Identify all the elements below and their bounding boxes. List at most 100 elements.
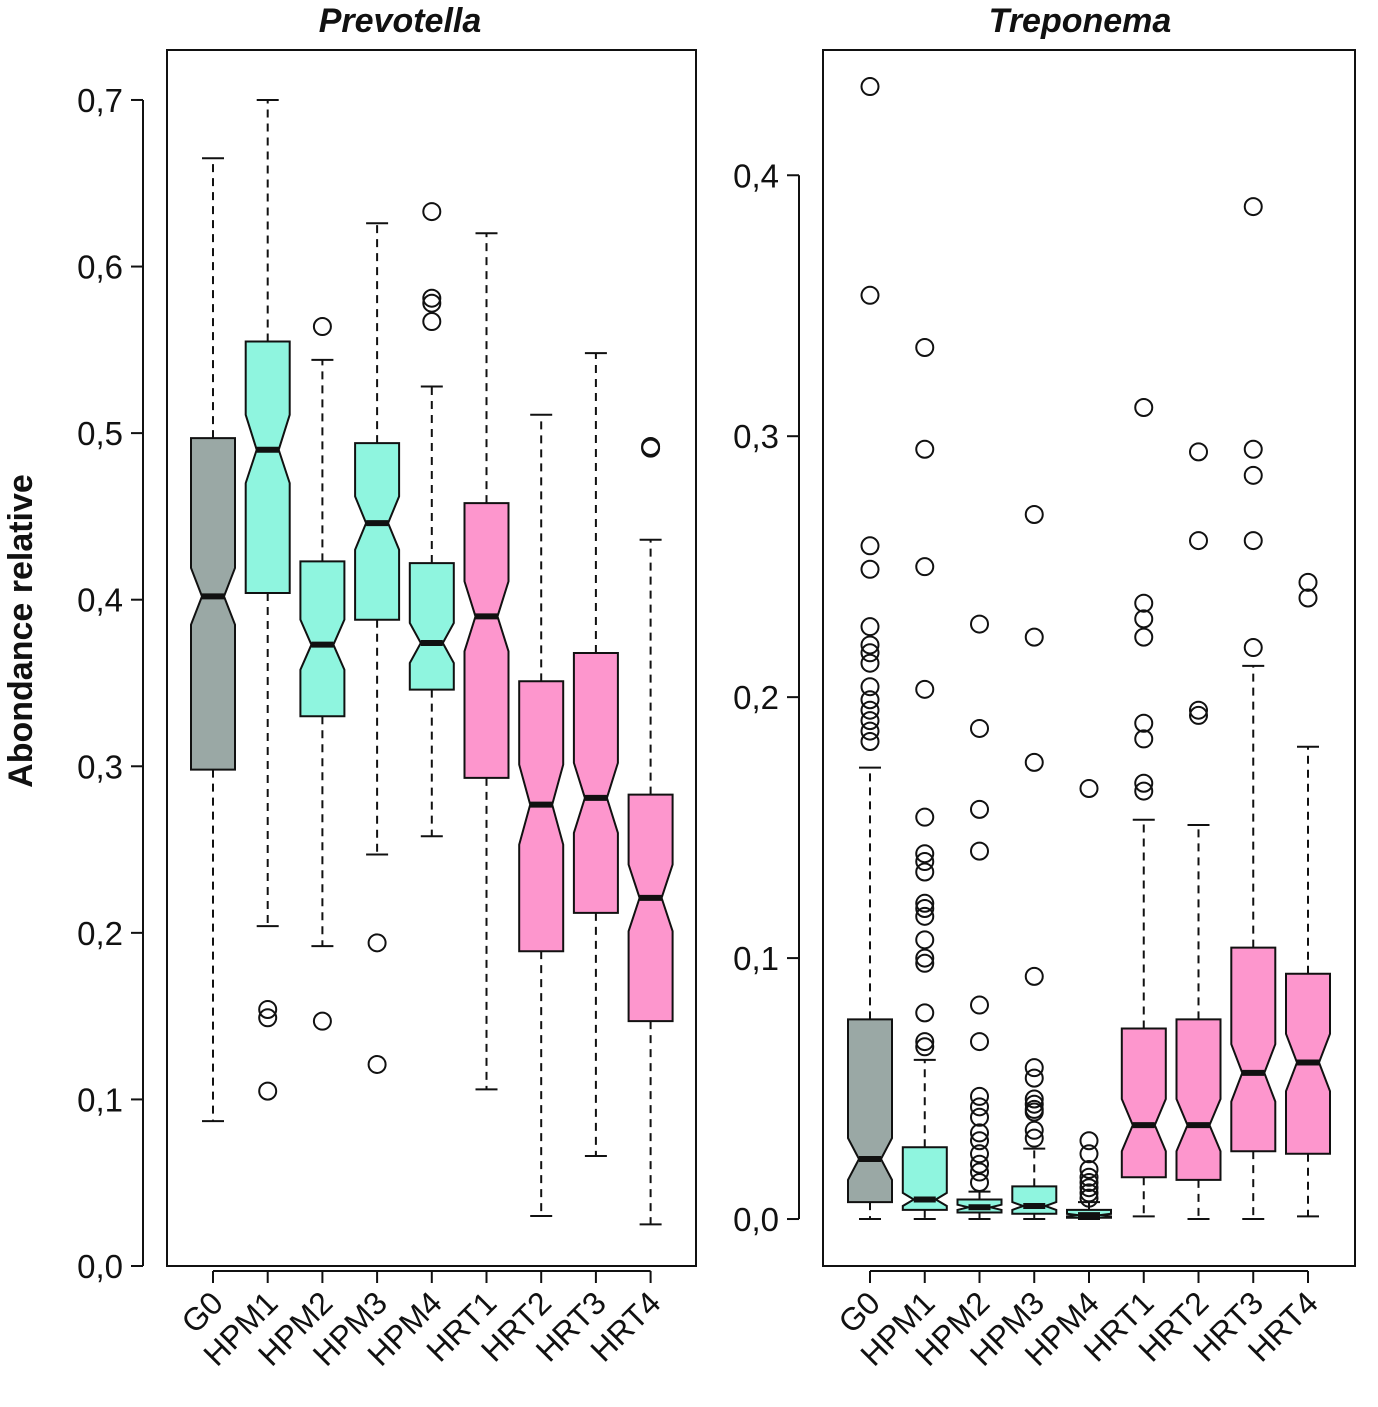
box-hpm4-treponema: [1066, 778, 1112, 1221]
box-hpm1-treponema: [901, 337, 948, 1221]
outlier-point: [312, 1011, 332, 1031]
notched-box: [572, 652, 619, 914]
y-tick-label-treponema: 0,1: [733, 940, 779, 977]
box-hpm4-prevotella: [408, 202, 455, 838]
notched-box: [1011, 1185, 1058, 1215]
outlier-point: [970, 841, 989, 861]
outlier-point: [1024, 966, 1044, 986]
panel-prevotella: Prevotella 0,00,10,20,30,40,50,60,7G0HPM…: [77, 2, 697, 1373]
outlier-point: [915, 930, 935, 950]
outlier-point: [915, 1003, 935, 1023]
y-tick-label-prevotella: 0,4: [77, 582, 123, 619]
outlier-point: [970, 799, 989, 819]
outlier-point: [970, 1131, 989, 1151]
y-tick-label-treponema: 0,0: [733, 1201, 779, 1238]
outlier-point: [970, 614, 989, 634]
outlier-point: [258, 1008, 278, 1028]
outlier-point: [1189, 442, 1208, 462]
outlier-point: [860, 559, 880, 579]
outlier-point: [1134, 773, 1154, 793]
outlier-point: [915, 953, 935, 973]
plot-frame-prevotella: [166, 49, 697, 1267]
plot-frame-treponema: [822, 49, 1356, 1267]
outlier-point: [860, 285, 880, 305]
outlier-point: [1024, 627, 1044, 647]
outlier-point: [915, 948, 935, 968]
notched-box: [847, 1018, 893, 1204]
outlier-point: [1079, 1188, 1099, 1208]
box-hrt1-prevotella: [463, 232, 510, 1091]
outlier-point: [915, 906, 935, 926]
outlier-point: [422, 202, 442, 222]
outlier-point: [641, 438, 661, 458]
outlier-point: [1079, 1172, 1099, 1192]
outlier-point: [915, 893, 935, 913]
outlier-point: [1134, 593, 1154, 613]
outlier-point: [970, 1144, 989, 1164]
outlier-point: [915, 862, 935, 882]
panel-treponema: Treponema 0,00,10,20,30,4G0HPM1HPM2HPM3H…: [733, 2, 1356, 1373]
outlier-point: [860, 711, 880, 731]
y-tick-label-prevotella: 0,7: [77, 82, 123, 119]
outlier-point: [422, 293, 442, 313]
outlier-point: [367, 933, 387, 953]
outlier-point: [258, 999, 278, 1019]
outlier-point: [1298, 572, 1318, 592]
outlier-point: [915, 807, 935, 827]
outlier-point: [1243, 531, 1263, 551]
box-hrt2-prevotella: [518, 413, 565, 1218]
outlier-point: [1079, 1183, 1099, 1203]
outlier-point: [970, 1032, 989, 1052]
outlier-point: [1134, 397, 1154, 417]
outlier-point: [860, 643, 880, 663]
outlier-point: [915, 852, 935, 872]
box-hrt3-treponema: [1230, 197, 1277, 1221]
box-hrt3-prevotella: [572, 352, 619, 1158]
box-hpm3-prevotella: [354, 222, 401, 1074]
box-hpm1-prevotella: [244, 98, 291, 1101]
outlier-point: [970, 718, 989, 738]
outlier-point: [970, 1172, 989, 1192]
outlier-point: [860, 653, 880, 673]
outlier-point: [1024, 504, 1044, 524]
outlier-point: [860, 677, 880, 697]
outlier-point: [1243, 439, 1263, 459]
outlier-point: [915, 557, 935, 577]
outlier-point: [422, 312, 442, 332]
box-g0-prevotella: [190, 157, 236, 1123]
outlier-point: [1134, 713, 1154, 733]
outlier-point: [860, 700, 880, 720]
box-g0-treponema: [847, 77, 893, 1221]
notched-box: [1120, 1027, 1167, 1179]
outlier-point: [1024, 1094, 1044, 1114]
outlier-point: [915, 337, 935, 357]
box-hrt4-treponema: [1285, 572, 1331, 1218]
outlier-point: [970, 1097, 989, 1117]
notched-box: [1230, 946, 1277, 1153]
panel-title-prevotella: Prevotella: [319, 2, 482, 40]
outlier-point: [1024, 1068, 1044, 1088]
notched-box: [190, 437, 236, 771]
box-hpm3-treponema: [1011, 504, 1058, 1221]
y-tick-label-treponema: 0,4: [733, 157, 779, 194]
outlier-point: [860, 732, 880, 752]
outlier-point: [367, 1054, 387, 1074]
outlier-point: [1134, 627, 1154, 647]
outlier-point: [915, 899, 935, 919]
outlier-point: [1024, 1120, 1044, 1140]
outlier-point: [970, 995, 989, 1015]
outlier-point: [312, 317, 332, 337]
y-tick-label-prevotella: 0,3: [77, 748, 123, 785]
outlier-point: [915, 1032, 935, 1052]
notched-box: [244, 340, 291, 594]
outlier-point: [915, 679, 935, 699]
outlier-point: [1079, 1167, 1099, 1187]
y-tick-label-prevotella: 0,1: [77, 1081, 123, 1118]
box-hpm2-prevotella: [299, 317, 346, 1031]
outlier-point: [1189, 700, 1208, 720]
outlier-point: [1079, 1159, 1099, 1179]
outlier-point: [1243, 638, 1263, 658]
y-axis-label: Abondance relative: [2, 474, 40, 788]
outlier-point: [970, 1154, 989, 1174]
